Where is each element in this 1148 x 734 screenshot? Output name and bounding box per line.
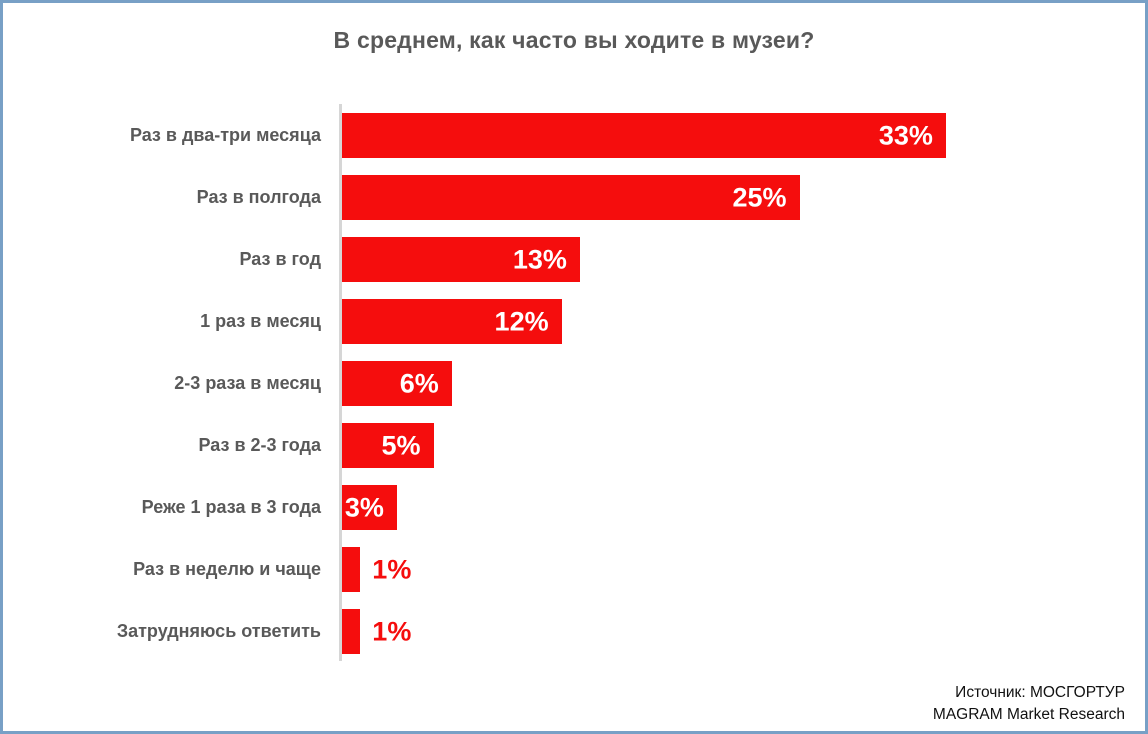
bar-track: 33% xyxy=(342,113,1145,158)
chart-row: Раз в полгода 25% xyxy=(3,175,1145,220)
chart-title: В среднем, как часто вы ходите в музеи? xyxy=(333,27,815,53)
axis-line xyxy=(339,104,342,661)
bar: 25% xyxy=(342,175,800,220)
category-label: Раз в два-три месяца xyxy=(129,124,321,145)
chart-row: Раз в два-три месяца 33% xyxy=(3,113,1145,158)
value-label: 1% xyxy=(372,616,412,646)
category-label: Раз в неделю и чаще xyxy=(133,558,321,579)
bar xyxy=(342,547,361,592)
bar: 5% xyxy=(342,423,434,468)
value-label: 12% xyxy=(494,306,549,336)
bar: 12% xyxy=(342,299,562,344)
value-label: 3% xyxy=(344,492,384,522)
value-label: 33% xyxy=(878,120,933,150)
chart-rows: Раз в два-три месяца 33% Раз в полгода 25% Р… xyxy=(3,113,1145,671)
bar: 6% xyxy=(342,361,452,406)
chart-row: Затрудняюсь ответить 1% xyxy=(3,609,1145,654)
category-label: Затрудняюсь ответить xyxy=(116,620,321,641)
chart-row: Реже 1 раза в 3 года 3% xyxy=(3,485,1145,530)
source-line-2: MAGRAM Market Research xyxy=(932,706,1125,723)
bar-track: 5% xyxy=(342,423,1145,468)
category-label: Раз в полгода xyxy=(196,186,321,207)
bar-track: 3% xyxy=(342,485,1145,530)
category-label: Раз в год xyxy=(239,248,321,269)
bar-track: 6% xyxy=(342,361,1145,406)
category-label: Раз в 2-3 года xyxy=(198,434,321,455)
bar xyxy=(342,609,361,654)
bar-track: 1% xyxy=(342,609,1145,654)
chart-row: Раз в год 13% xyxy=(3,237,1145,282)
bar: 33% xyxy=(342,113,946,158)
value-label: 5% xyxy=(381,430,421,460)
value-label: 13% xyxy=(512,244,567,274)
category-label: 2-3 раза в месяц xyxy=(174,372,321,393)
bar: 13% xyxy=(342,237,580,282)
category-label: Реже 1 раза в 3 года xyxy=(141,496,321,517)
bar-track: 1% xyxy=(342,547,1145,592)
bar: 3% xyxy=(342,485,397,530)
value-label: 6% xyxy=(399,368,439,398)
source-line-1: Источник: МОСГОРТУР xyxy=(955,684,1125,701)
category-label: 1 раз в месяц xyxy=(200,310,321,331)
chart-row: 2-3 раза в месяц 6% xyxy=(3,361,1145,406)
bar-track: 25% xyxy=(342,175,1145,220)
bar-track: 13% xyxy=(342,237,1145,282)
value-label: 25% xyxy=(732,182,787,212)
source-note: Источник: МОСГОРТУР MAGRAM Market Resear… xyxy=(933,682,1125,726)
chart-row: Раз в 2-3 года 5% xyxy=(3,423,1145,468)
value-label: 1% xyxy=(372,554,412,584)
chart-row: Раз в неделю и чаще 1% xyxy=(3,547,1145,592)
chart-row: 1 раз в месяц 12% xyxy=(3,299,1145,344)
bar-track: 12% xyxy=(342,299,1145,344)
